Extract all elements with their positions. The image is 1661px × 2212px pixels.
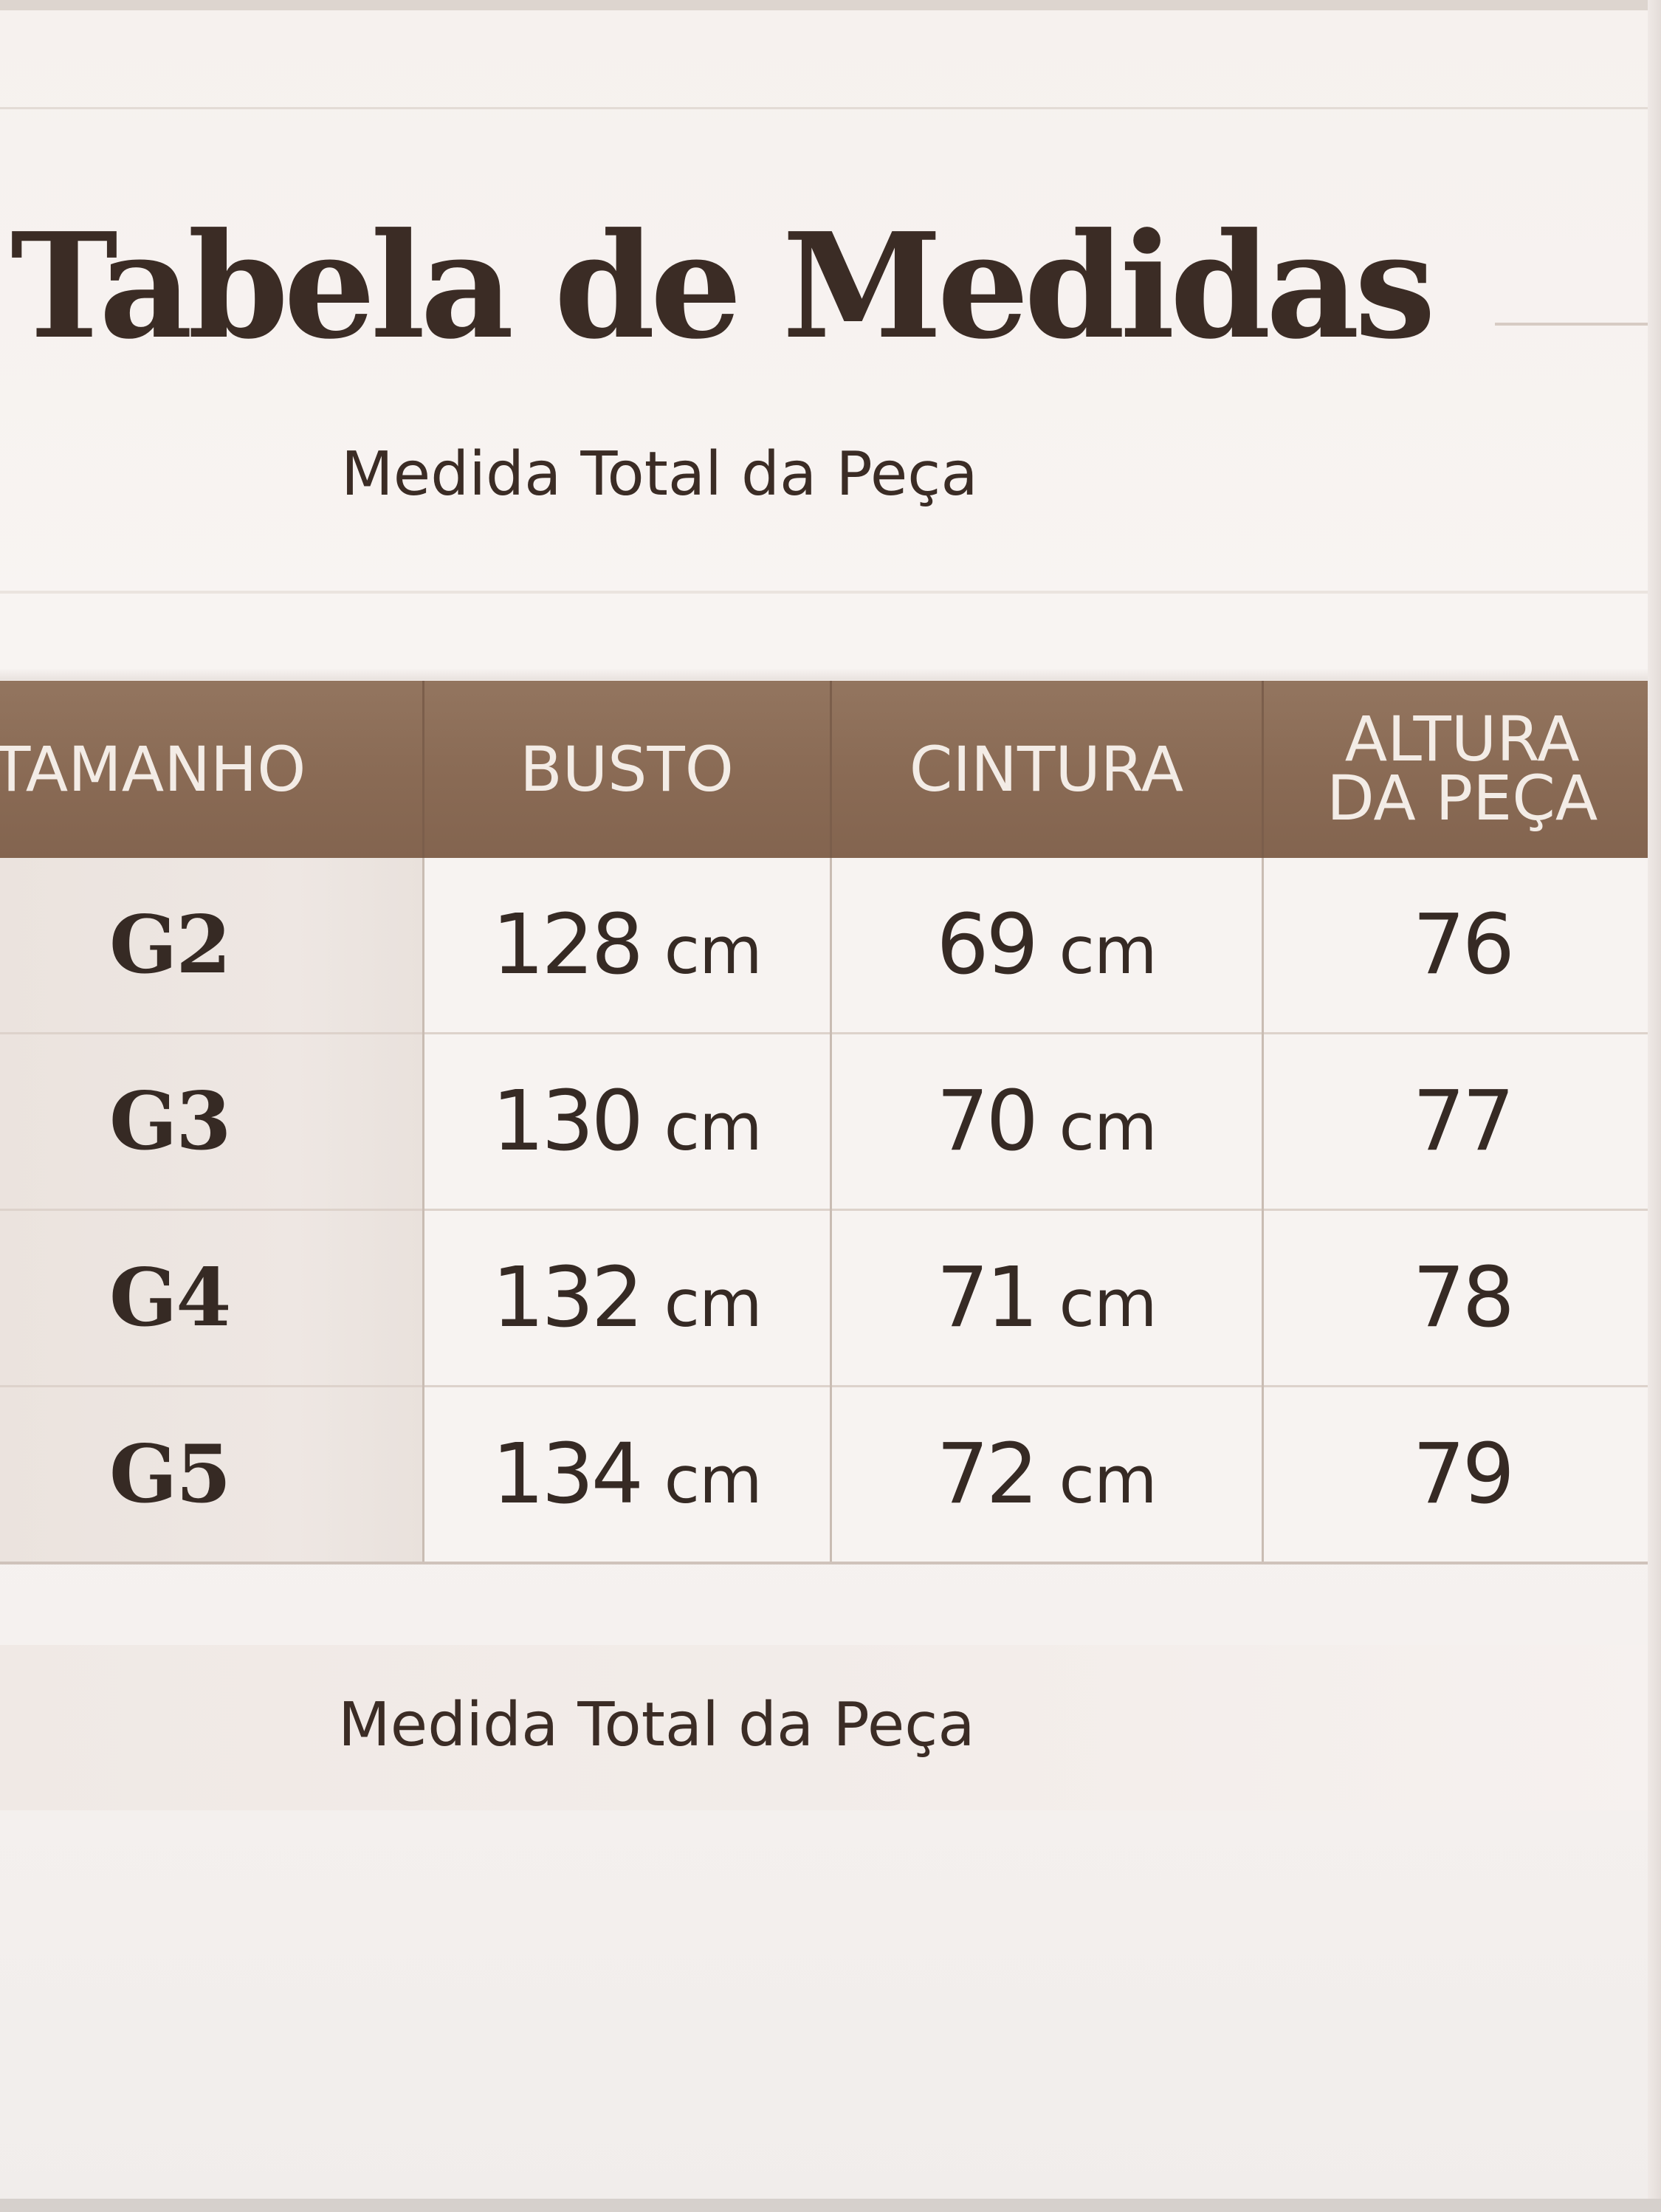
table-row: G4 132 cm 71 cm 78 [0,1209,1661,1387]
waist-value: 69 [936,897,1039,993]
waist-cell: 70 cm [829,1032,1262,1210]
size-cell: G2 [0,858,423,1034]
table-top-shadow [0,668,1661,680]
top-divider [0,107,1661,109]
top-frame-band [0,0,1661,10]
bust-cell: 130 cm [422,1032,830,1210]
header-height-line2: DA PEÇA [1327,762,1598,834]
waist-unit: cm [1059,1442,1158,1518]
waist-cell: 69 cm [829,858,1262,1034]
bust-unit: cm [664,1442,763,1518]
size-cell: G4 [0,1209,423,1387]
size-cell: G5 [0,1385,423,1564]
footer-band [0,1645,1661,1810]
waist-unit: cm [1059,1089,1158,1165]
page-title: Tabela de Medidas [10,202,1436,371]
size-chart-table: TAMANHO BUSTO CINTURA ALTURA DA PEÇA G2 1… [0,681,1661,1564]
height-cell: 78 [1261,1209,1661,1387]
footer-label: Medida Total da Peça [338,1690,975,1760]
waist-cell: 72 cm [829,1385,1262,1564]
header-waist: CINTURA [829,681,1262,858]
page-subtitle: Medida Total da Peça [341,439,978,509]
table-row: G3 130 cm 70 cm 77 [0,1032,1661,1210]
height-cell: 76 [1261,858,1661,1034]
waist-value: 70 [936,1074,1039,1169]
table-header-row: TAMANHO BUSTO CINTURA ALTURA DA PEÇA [0,681,1661,858]
size-table: TAMANHO BUSTO CINTURA ALTURA DA PEÇA G2 1… [0,681,1661,1564]
bust-value: 128 [492,897,644,993]
right-page-edge [1648,0,1661,2212]
subtitle-divider [0,591,1661,594]
height-cell: 77 [1261,1032,1661,1210]
bust-value: 132 [492,1250,644,1346]
header-height-line1: ALTURA [1344,703,1580,776]
waist-unit: cm [1059,913,1158,989]
waist-unit: cm [1059,1265,1158,1342]
title-decorative-line [1495,323,1661,326]
bust-cell: 128 cm [422,858,830,1034]
header-size: TAMANHO [0,681,423,858]
table-row: G2 128 cm 69 cm 76 [0,858,1661,1034]
waist-cell: 71 cm [829,1209,1262,1387]
header-size-label: TAMANHO [0,733,306,806]
bust-value: 130 [492,1074,644,1169]
bust-unit: cm [664,1089,763,1165]
table-row: G5 134 cm 72 cm 79 [0,1385,1661,1564]
header-bust: BUSTO [422,681,830,858]
bust-unit: cm [664,913,763,989]
height-cell: 79 [1261,1385,1661,1564]
bust-cell: 134 cm [422,1385,830,1564]
bottom-frame-band [0,2199,1661,2212]
header-height: ALTURA DA PEÇA [1261,681,1661,858]
waist-value: 72 [936,1426,1039,1522]
bust-value: 134 [492,1426,644,1522]
bust-cell: 132 cm [422,1209,830,1387]
size-cell: G3 [0,1032,423,1210]
bust-unit: cm [664,1265,763,1342]
waist-value: 71 [936,1250,1039,1346]
